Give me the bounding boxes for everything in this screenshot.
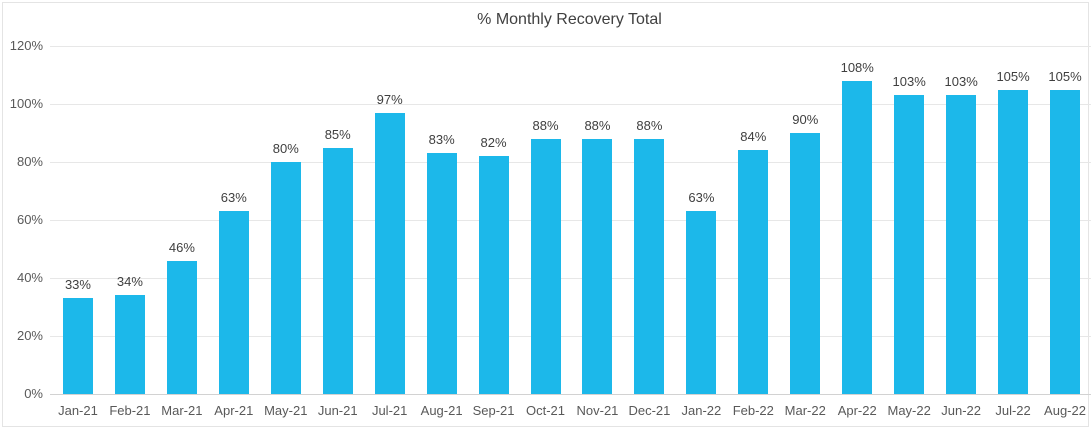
x-axis-tick-label: Mar-22 — [784, 403, 826, 418]
gridline — [50, 46, 1091, 47]
gridline — [50, 104, 1091, 105]
bar — [426, 153, 457, 394]
bar-value-label: 34% — [116, 274, 143, 290]
gridline — [50, 278, 1091, 279]
x-axis-tick-label: Dec-21 — [628, 403, 671, 418]
x-axis-tick-label: Jul-21 — [371, 403, 408, 418]
x-axis-tick-label: Feb-21 — [109, 403, 151, 418]
bar-value-label: 88% — [636, 117, 663, 133]
bar-value-label: 84% — [740, 129, 767, 145]
bar-value-label: 83% — [428, 132, 455, 148]
chart-title: % Monthly Recovery Total — [477, 11, 662, 28]
y-axis-tick-label: 40% — [16, 270, 43, 285]
bar-value-label: 33% — [64, 277, 91, 293]
bar-value-label: 80% — [272, 141, 299, 156]
bar — [270, 162, 301, 394]
bar — [478, 156, 509, 394]
bar — [634, 138, 665, 394]
x-axis-tick-label: Aug-22 — [1044, 403, 1086, 418]
bar-value-label: 105% — [1048, 68, 1082, 84]
x-axis-tick-label: Jan-22 — [681, 403, 722, 418]
bar — [114, 295, 145, 394]
bar — [738, 150, 769, 394]
y-axis-tick-label: 60% — [16, 212, 43, 227]
bar — [998, 89, 1029, 394]
bar-value-label: 82% — [480, 135, 507, 151]
x-axis-tick-label: Feb-22 — [732, 403, 774, 418]
bar-value-label: 46% — [168, 239, 195, 255]
bar-value-label: 85% — [324, 126, 351, 142]
y-axis-tick-label: 120% — [9, 38, 43, 53]
x-axis-tick-label: May-21 — [264, 403, 308, 418]
bar — [842, 80, 873, 394]
bar-value-label: 105% — [996, 68, 1030, 84]
bar — [1050, 89, 1081, 394]
gridline — [50, 162, 1091, 163]
bar — [686, 211, 717, 394]
y-axis-tick-label: 80% — [16, 154, 43, 169]
bar-value-label: 63% — [220, 190, 247, 206]
bar-value-label: 63% — [688, 190, 715, 206]
x-axis-tick-label: Jun-21 — [317, 403, 358, 418]
bar — [218, 211, 249, 394]
bar-value-label: 103% — [892, 74, 926, 90]
x-axis-tick-label: Sep-21 — [472, 403, 515, 418]
x-axis-tick-label: Jun-22 — [941, 403, 981, 418]
bar — [166, 260, 197, 394]
bar-value-label: 103% — [944, 74, 978, 90]
bar — [946, 95, 977, 394]
x-axis-tick-label: Aug-21 — [420, 403, 463, 418]
bar-value-label: 97% — [376, 91, 403, 107]
y-axis-tick-label: 100% — [9, 96, 43, 111]
bar — [790, 133, 821, 394]
bar-value-label: 88% — [584, 117, 611, 133]
y-axis-tick-label: 0% — [24, 386, 43, 401]
x-axis-line — [50, 394, 1091, 395]
x-axis-tick-label: Apr-22 — [837, 403, 877, 418]
x-axis-tick-label: Mar-21 — [161, 403, 203, 418]
x-axis-tick-label: Jul-22 — [995, 403, 1031, 418]
gridline — [50, 220, 1091, 221]
x-axis-tick-label: Nov-21 — [576, 403, 619, 418]
bar-value-label: 88% — [532, 117, 559, 133]
bar — [582, 138, 613, 394]
bar — [530, 138, 561, 394]
bar-value-label: 108% — [840, 59, 874, 75]
bar — [322, 147, 353, 394]
bar-value-label: 90% — [792, 112, 819, 127]
gridline — [50, 336, 1091, 337]
x-axis-tick-label: May-22 — [887, 403, 931, 418]
x-axis-tick-label: Apr-21 — [214, 403, 254, 418]
x-axis-tick-label: Jan-21 — [58, 403, 98, 418]
bar — [894, 95, 925, 394]
bar — [62, 298, 93, 394]
y-axis-tick-label: 20% — [16, 328, 43, 343]
x-axis-tick-label: Oct-21 — [526, 403, 566, 418]
bar — [374, 112, 405, 394]
